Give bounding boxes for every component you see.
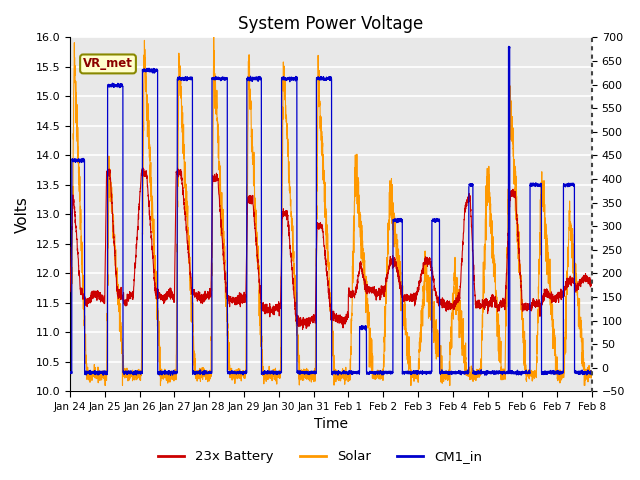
X-axis label: Time: Time — [314, 418, 348, 432]
Y-axis label: Volts: Volts — [15, 196, 30, 233]
Legend: 23x Battery, Solar, CM1_in: 23x Battery, Solar, CM1_in — [153, 445, 487, 468]
Title: System Power Voltage: System Power Voltage — [238, 15, 424, 33]
Text: VR_met: VR_met — [83, 58, 133, 71]
